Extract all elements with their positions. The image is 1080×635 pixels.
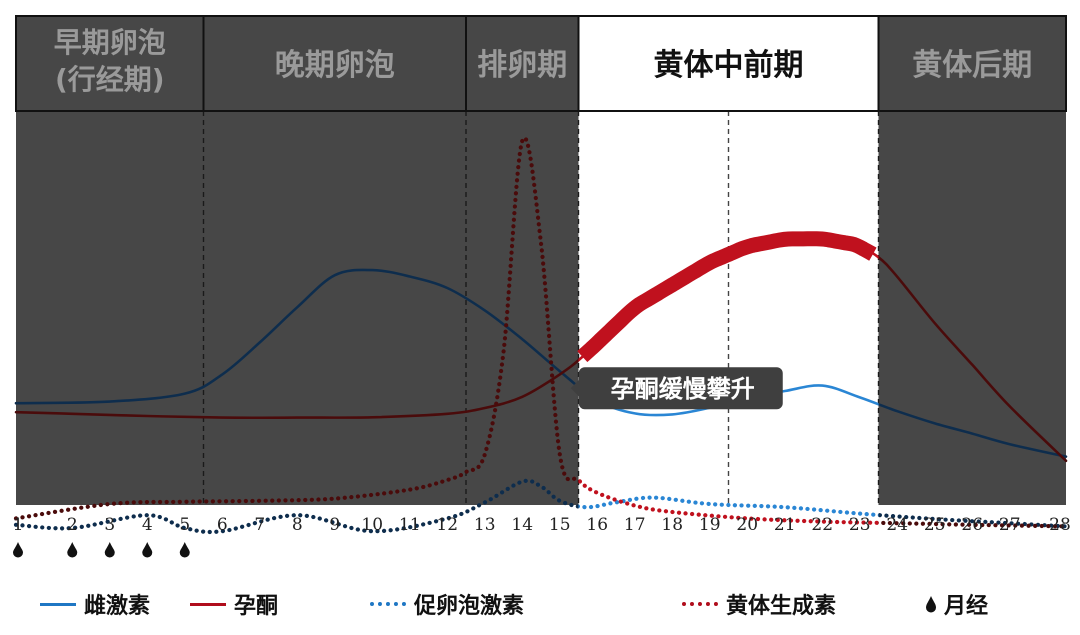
legend-label-menstruation: 月经: [944, 594, 989, 619]
legend-swatch-progesterone: [190, 602, 226, 606]
phase-header-3: [465, 15, 580, 112]
legend-item-progesterone: 孕酮: [190, 582, 278, 626]
x-tick-17: 17: [624, 515, 646, 535]
blood-drop-icon: [104, 542, 115, 558]
legend-label-fsh: 促卵泡激素: [414, 594, 525, 619]
blood-drop-icon: [926, 596, 936, 613]
phase-header-4: [577, 15, 880, 112]
x-tick-3: 3: [104, 515, 115, 535]
x-tick-11: 11: [399, 515, 421, 535]
x-tick-12: 12: [436, 515, 458, 535]
phase-label-5-line-1: 黄体后期: [912, 48, 1032, 83]
legend-swatch-estrogen: [40, 602, 76, 606]
series-lines: [13, 135, 1069, 535]
x-tick-9: 9: [329, 515, 340, 535]
x-tick-25: 25: [924, 515, 946, 535]
x-tick-22: 22: [811, 515, 833, 535]
x-tick-1: 1: [13, 515, 24, 535]
legend-item-fsh: 促卵泡激素: [370, 582, 524, 626]
x-tick-8: 8: [292, 515, 303, 535]
legend: 雌激素 孕酮 促卵泡激素 黄体生成素 月经: [0, 582, 1080, 626]
annotation: 孕酮缓慢攀升: [570, 367, 783, 410]
x-tick-21: 21: [774, 515, 796, 535]
x-tick-18: 18: [661, 515, 683, 535]
x-tick-28: 28: [1049, 515, 1071, 535]
x-tick-26: 26: [961, 515, 983, 535]
phase-label-2-line-1: 晚期卵泡: [275, 48, 395, 83]
blood-drop-icon: [67, 542, 78, 558]
series-line-lh: [13, 135, 1069, 529]
phase-band-5: [878, 111, 1066, 505]
x-tick-4: 4: [142, 515, 153, 535]
x-tick-23: 23: [849, 515, 871, 535]
x-tick-19: 19: [699, 515, 721, 535]
legend-label-estrogen: 雌激素: [84, 594, 151, 619]
menstruation-markers: [13, 542, 190, 558]
x-tick-7: 7: [254, 515, 265, 535]
blood-drop-icon: [142, 542, 153, 558]
blood-drop-icon: [179, 542, 190, 558]
phase-label-1-line-2: (行经期): [55, 63, 165, 96]
header-frame: [15, 15, 1067, 112]
x-axis-ticks: 1 2 3 4 5 6 7 8 9 10 11 12 13 14 15 16 17 18 19 20 21 22 23 24 2…: [13, 515, 1071, 535]
annotation-bubble: [570, 367, 783, 410]
legend-swatch-lh: [682, 602, 718, 606]
legend-label-progesterone: 孕酮: [234, 594, 279, 619]
x-tick-16: 16: [586, 515, 608, 535]
x-tick-14: 14: [511, 515, 533, 535]
x-tick-5: 5: [179, 515, 190, 535]
x-tick-15: 15: [549, 515, 571, 535]
legend-item-lh: 黄体生成素: [682, 582, 836, 626]
x-tick-27: 27: [999, 515, 1021, 535]
phase-dividers: [202, 111, 880, 505]
x-tick-20: 20: [736, 515, 758, 535]
legend-swatch-fsh: [370, 602, 406, 606]
series-line-estrogen: [14, 268, 1068, 458]
phase-label-4-line-1: 黄体中前期: [654, 48, 804, 83]
legend-item-estrogen: 雌激素: [40, 582, 150, 626]
phase-band-3: [466, 111, 579, 505]
progesterone-emphasis-segment: [577, 231, 877, 363]
phase-bands: [16, 111, 1066, 505]
x-tick-10: 10: [361, 515, 383, 535]
x-tick-24: 24: [886, 515, 908, 535]
x-tick-6: 6: [217, 515, 228, 535]
phase-band-2: [203, 111, 466, 505]
series-line-fsh: [13, 478, 1069, 535]
phase-label-1-line-1: 早期卵泡: [54, 26, 166, 59]
legend-item-menstruation: 月经: [924, 582, 988, 626]
blood-drop-icon: [13, 542, 23, 558]
annotation-text: 孕酮缓慢攀升: [611, 375, 755, 403]
x-tick-2: 2: [67, 515, 78, 535]
phase-band-1: [16, 111, 204, 505]
phase-headers: 早期卵泡 (行经期) 晚期卵泡 排卵期 黄体中前期 黄体后期: [15, 15, 1067, 112]
phase-label-3-line-1: 排卵期: [477, 48, 567, 83]
x-tick-13: 13: [474, 515, 496, 535]
legend-label-lh: 黄体生成素: [726, 594, 837, 619]
